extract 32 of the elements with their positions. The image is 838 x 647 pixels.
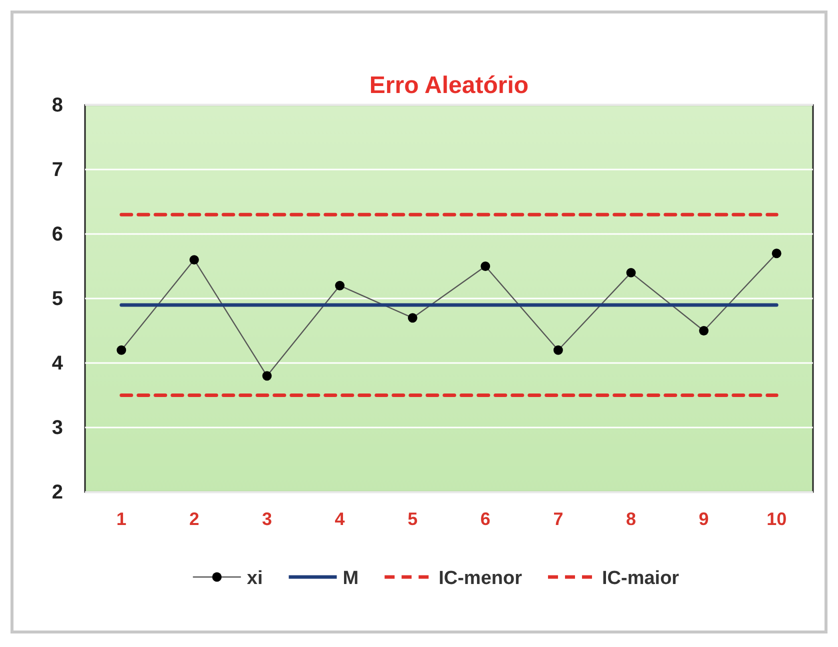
point — [335, 280, 345, 290]
point — [480, 262, 490, 271]
legend-label: IC-maior — [602, 568, 680, 589]
chart-title: Erro Aleatório — [369, 72, 529, 99]
point — [408, 313, 418, 323]
y-tick-label: 8 — [52, 94, 63, 116]
x-tick-label: 6 — [480, 508, 490, 529]
point — [262, 371, 272, 381]
point — [553, 345, 563, 355]
legend-label: xi — [246, 568, 263, 589]
y-tick-label: 4 — [52, 352, 64, 374]
x-tick-label: 4 — [334, 508, 345, 529]
y-tick-label: 5 — [52, 288, 63, 310]
x-tick-label: 5 — [408, 508, 418, 529]
point — [626, 268, 636, 278]
legend-label: M — [342, 568, 359, 589]
x-tick-label: 2 — [189, 508, 200, 529]
y-tick-label: 2 — [52, 481, 63, 504]
x-tick-label: 10 — [766, 508, 787, 529]
x-tick-label: 3 — [262, 508, 272, 529]
point — [189, 255, 199, 265]
point — [772, 248, 782, 258]
y-tick-label: 6 — [52, 223, 63, 246]
legend-label: IC-menor — [438, 568, 523, 589]
x-tick-label: 1 — [116, 508, 126, 529]
point — [116, 345, 126, 355]
y-tick-label: 7 — [52, 158, 63, 181]
x-tick-label: 9 — [698, 508, 709, 529]
point — [699, 326, 709, 336]
y-tick-label: 3 — [52, 416, 63, 439]
x-tick-label: 8 — [626, 508, 636, 529]
x-tick-label: 7 — [553, 508, 564, 529]
